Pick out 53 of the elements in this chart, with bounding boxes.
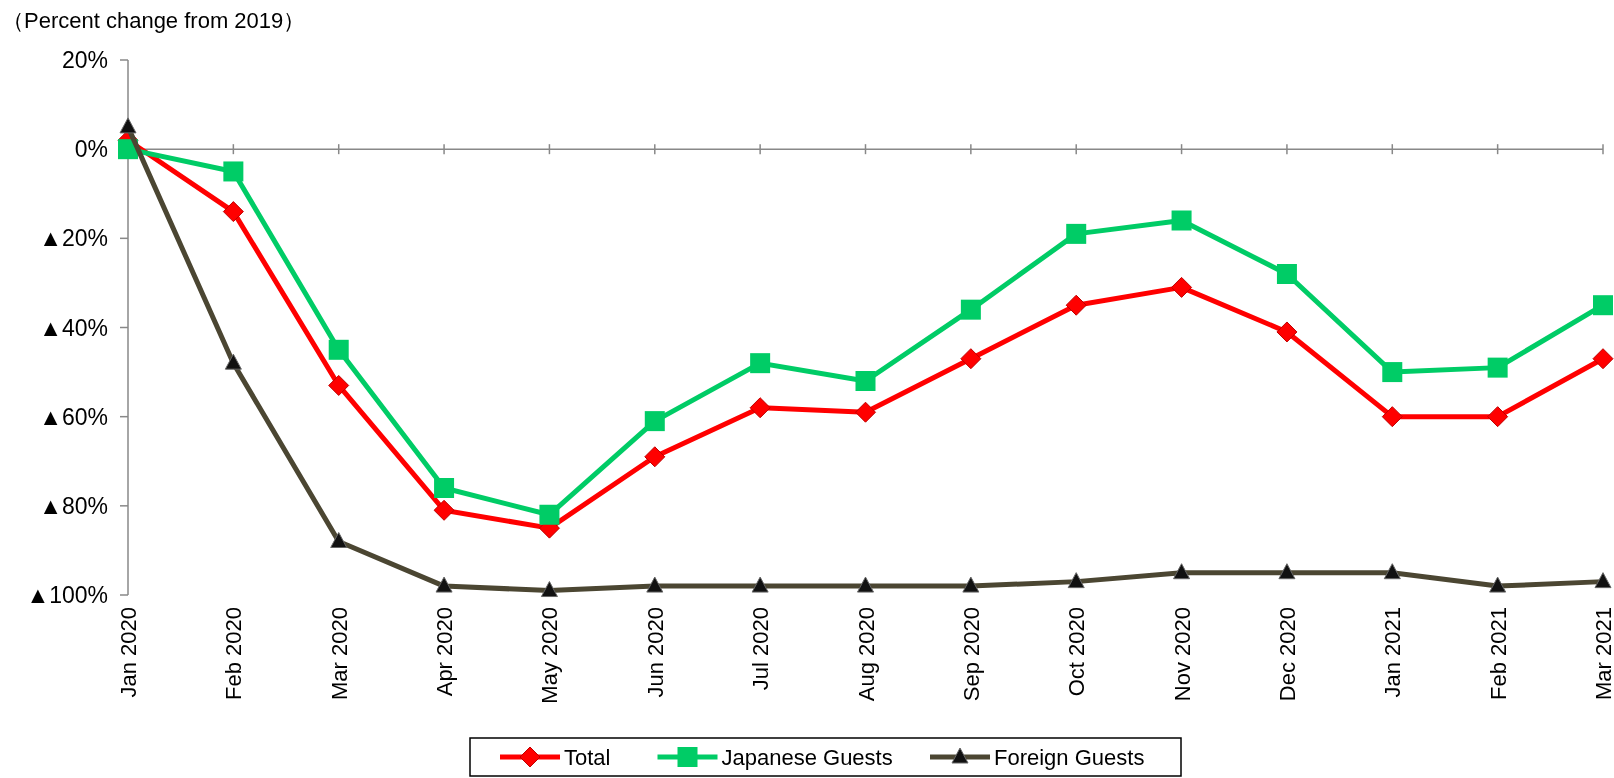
point <box>750 353 771 374</box>
x-tick-label: Mar 2020 <box>326 607 352 700</box>
point <box>1276 321 1298 343</box>
x-tick-label: Apr 2020 <box>432 607 458 697</box>
point <box>433 499 455 521</box>
point <box>328 339 349 360</box>
point <box>1592 348 1614 370</box>
x-tick-label: Feb 2021 <box>1485 607 1511 700</box>
x-tick-label: May 2020 <box>537 607 563 704</box>
point <box>1276 264 1297 284</box>
point <box>1171 210 1192 231</box>
x-tick-label: Aug 2020 <box>853 607 879 702</box>
y-tick-label: 0% <box>74 136 108 163</box>
point <box>434 478 455 498</box>
point <box>1382 362 1403 383</box>
point <box>855 401 876 423</box>
point <box>222 201 244 223</box>
point <box>1171 276 1193 298</box>
point <box>644 411 665 432</box>
y-axis-title: （Percent change from 2019） <box>2 8 306 33</box>
point <box>960 299 981 320</box>
legend-label: Total <box>564 745 611 770</box>
x-tick-label: Feb 2020 <box>221 607 247 700</box>
x-tick-label: Oct 2020 <box>1064 607 1090 697</box>
x-tick-label: Nov 2020 <box>1169 607 1195 702</box>
point <box>539 504 560 525</box>
x-tick-label: Jun 2020 <box>642 607 668 698</box>
x-tick-label: Dec 2020 <box>1274 607 1300 702</box>
point <box>223 161 244 182</box>
x-tick-label: Jan 2020 <box>116 607 141 698</box>
x-tick-label: Jul 2020 <box>748 607 774 691</box>
point <box>960 348 982 370</box>
legend-label: Foreign Guests <box>994 745 1145 770</box>
y-tick-label: ▲80% <box>39 492 108 519</box>
point <box>1487 357 1508 378</box>
y-tick-label: ▲40% <box>39 314 108 341</box>
point <box>1066 223 1087 244</box>
point <box>644 446 666 468</box>
y-tick-label: ▲20% <box>39 225 108 252</box>
point <box>749 397 771 419</box>
y-tick-label: ▲60% <box>39 403 108 430</box>
point <box>1381 406 1403 428</box>
point <box>1593 295 1613 316</box>
y-tick-label: 20% <box>61 47 108 73</box>
y-tick-label: ▲100% <box>26 582 108 608</box>
x-tick-label: Sep 2020 <box>958 607 984 702</box>
point <box>855 371 876 391</box>
point <box>328 374 350 396</box>
x-tick-label: Mar 2021 <box>1591 607 1614 700</box>
point <box>1487 406 1509 428</box>
x-tick-label: Jan 2021 <box>1380 607 1406 698</box>
legend-label: Japanese Guests <box>721 745 893 770</box>
point <box>1065 294 1087 316</box>
